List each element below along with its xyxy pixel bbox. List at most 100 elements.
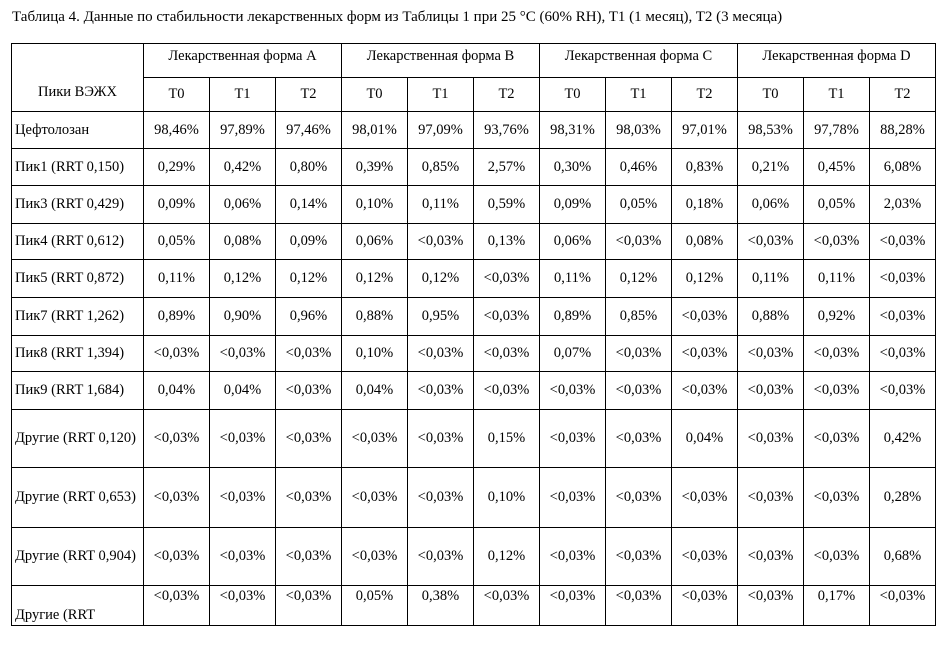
table-row: Пик5 (RRT 0,872) 0,11% 0,12% 0,12% 0,12% 0,12…	[11, 259, 936, 298]
table-cell: 0,80%	[275, 148, 342, 186]
table-cell: <0,03%	[209, 335, 276, 372]
table-cell: 97,46%	[275, 111, 342, 149]
table-cell: <0,03%	[143, 467, 210, 528]
table-cell: 97,89%	[209, 111, 276, 149]
table-cell: <0,03%	[209, 409, 276, 468]
table-cell: 0,12%	[671, 259, 738, 298]
table-cell: 0,07%	[539, 335, 606, 372]
table-cell: <0,03%	[341, 527, 408, 586]
table-cell: 97,09%	[407, 111, 474, 149]
table-row: Другие (RRT <0,03% <0,03% <0,03% 0,05% 0,38% <…	[11, 585, 936, 626]
timepoint-header: T0	[143, 77, 210, 112]
table-cell: <0,03%	[407, 467, 474, 528]
table-cell: <0,03%	[869, 259, 936, 298]
table-cell: 0,12%	[341, 259, 408, 298]
table-row: Пик3 (RRT 0,429) 0,09% 0,06% 0,14% 0,10% 0,11…	[11, 185, 936, 224]
timepoint-header: T1	[803, 77, 870, 112]
header-row-timepoints: T0 T1 T2 T0 T1 T2 T0 T1 T2 T0 T1 T2	[12, 77, 936, 112]
group-header: Лекарственная форма C	[539, 43, 738, 78]
table-cell: 98,46%	[143, 111, 210, 149]
table-cell: 0,11%	[539, 259, 606, 298]
table-row: Пик9 (RRT 1,684) 0,04% 0,04% <0,03% 0,04% <0,…	[11, 371, 936, 410]
timepoint-header: T2	[869, 77, 936, 112]
table-caption: Таблица 4. Данные по стабильности лекарс…	[12, 9, 783, 25]
corner-header: Пики ВЭЖХ	[11, 43, 144, 112]
table-cell: 0,05%	[341, 585, 408, 626]
table-cell: 0,11%	[143, 259, 210, 298]
table-cell: <0,03%	[209, 585, 276, 626]
table-cell: <0,03%	[605, 335, 672, 372]
table-row: Пик8 (RRT 1,394) <0,03% <0,03% <0,03% 0,10% <…	[11, 335, 936, 372]
row-label: Пик3 (RRT 0,429)	[11, 185, 144, 224]
table-cell: <0,03%	[803, 527, 870, 586]
table-cell: <0,03%	[869, 585, 936, 626]
table-cell: 0,05%	[803, 185, 870, 224]
table-cell: <0,03%	[605, 409, 672, 468]
table-cell: <0,03%	[605, 371, 672, 410]
table-cell: <0,03%	[539, 467, 606, 528]
table-cell: <0,03%	[671, 371, 738, 410]
table-row: Цефтолозан 98,46% 97,89% 97,46% 98,01% 97,09%…	[11, 111, 936, 149]
timepoint-header: T1	[407, 77, 474, 112]
table-cell: <0,03%	[275, 371, 342, 410]
table-row: Другие (RRT 0,120) <0,03% <0,03% <0,03% <0,0…	[11, 409, 936, 468]
table-cell: <0,03%	[143, 585, 210, 626]
group-header: Лекарственная форма D	[737, 43, 936, 78]
table-cell: <0,03%	[605, 467, 672, 528]
timepoint-header: T1	[605, 77, 672, 112]
table-cell: 0,21%	[737, 148, 804, 186]
table-cell: <0,03%	[143, 409, 210, 468]
table-cell: <0,03%	[605, 585, 672, 626]
table-cell: 0,92%	[803, 297, 870, 336]
row-label: Пик7 (RRT 1,262)	[11, 297, 144, 336]
group-header: Лекарственная форма A	[143, 43, 342, 78]
timepoint-header: T2	[473, 77, 540, 112]
header-row-groups: Пики ВЭЖХ Лекарственная форма A Лекарств…	[11, 43, 936, 112]
table-cell: <0,03%	[737, 409, 804, 468]
table-cell: 98,01%	[341, 111, 408, 149]
table-cell: <0,03%	[605, 223, 672, 260]
table-cell: 0,10%	[341, 335, 408, 372]
table-cell: 0,09%	[539, 185, 606, 224]
table-cell: 0,06%	[341, 223, 408, 260]
table-cell: <0,03%	[737, 527, 804, 586]
table-cell: 0,04%	[143, 371, 210, 410]
table-cell: 0,05%	[143, 223, 210, 260]
table-cell: <0,03%	[803, 467, 870, 528]
table-cell: 0,12%	[473, 527, 540, 586]
table-cell: <0,03%	[869, 371, 936, 410]
table-cell: 88,28%	[869, 111, 936, 149]
table-cell: <0,03%	[803, 223, 870, 260]
table-cell: <0,03%	[143, 335, 210, 372]
table-cell: 0,12%	[407, 259, 474, 298]
table-cell: <0,03%	[539, 585, 606, 626]
timepoint-header: T2	[671, 77, 738, 112]
table-cell: <0,03%	[671, 467, 738, 528]
table-cell: 0,14%	[275, 185, 342, 224]
row-label: Пик9 (RRT 1,684)	[11, 371, 144, 410]
row-label: Пик8 (RRT 1,394)	[11, 335, 144, 372]
row-label: Другие (RRT	[11, 585, 144, 626]
timepoint-header: T0	[341, 77, 408, 112]
table-cell: 0,11%	[737, 259, 804, 298]
table-cell: <0,03%	[275, 335, 342, 372]
table-cell: 0,04%	[671, 409, 738, 468]
row-label: Другие (RRT 0,904)	[11, 527, 144, 586]
table-cell: <0,03%	[473, 335, 540, 372]
table-cell: <0,03%	[671, 335, 738, 372]
stability-table: Пики ВЭЖХ Лекарственная форма A Лекарств…	[11, 43, 936, 626]
table-cell: <0,03%	[803, 409, 870, 468]
table-cell: 0,59%	[473, 185, 540, 224]
table-cell: 2,57%	[473, 148, 540, 186]
table-cell: 0,83%	[671, 148, 738, 186]
table-cell: 0,12%	[209, 259, 276, 298]
table-cell: <0,03%	[869, 335, 936, 372]
table-row: Другие (RRT 0,653) <0,03% <0,03% <0,03% <0,0…	[11, 467, 936, 528]
table-cell: <0,03%	[737, 335, 804, 372]
table-cell: <0,03%	[473, 585, 540, 626]
table-cell: <0,03%	[275, 585, 342, 626]
table-cell: <0,03%	[407, 527, 474, 586]
table-cell: 0,11%	[803, 259, 870, 298]
table-cell: <0,03%	[275, 409, 342, 468]
table-cell: 0,08%	[671, 223, 738, 260]
